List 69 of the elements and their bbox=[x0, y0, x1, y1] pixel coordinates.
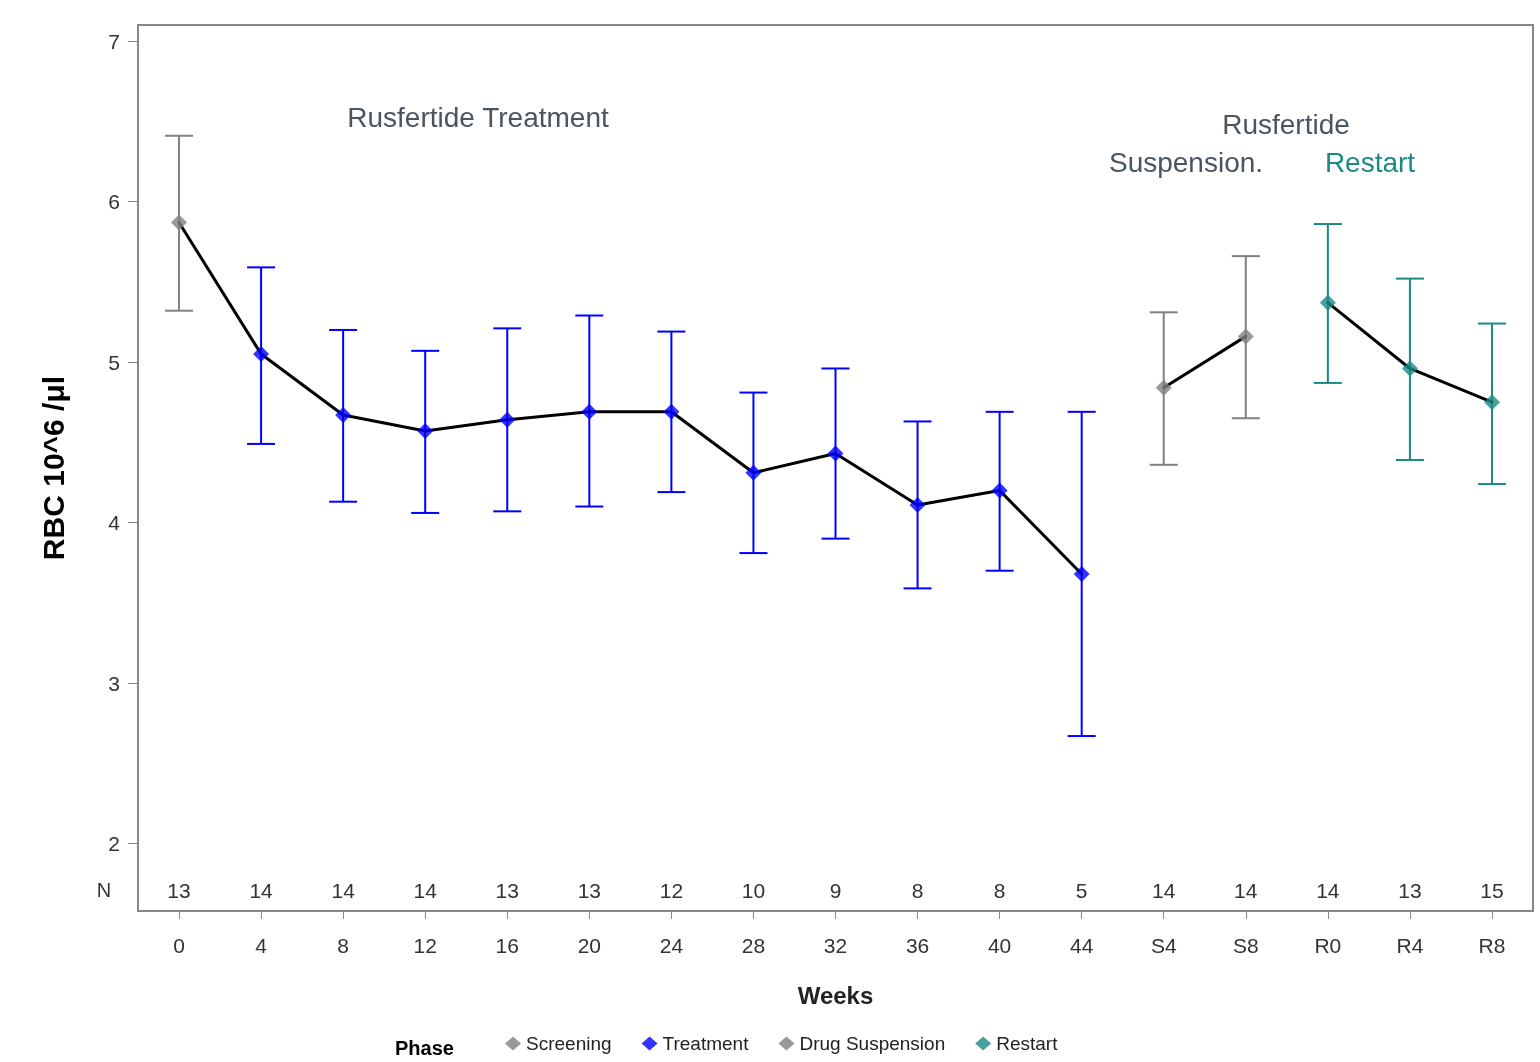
annotation: 13 bbox=[167, 878, 191, 902]
x-tick-label: S8 bbox=[1232, 934, 1259, 957]
annotation: 10 bbox=[741, 878, 766, 902]
annotation: 14 bbox=[413, 878, 438, 902]
x-tick-label: 8 bbox=[337, 934, 349, 957]
legend-title: Phase bbox=[395, 1037, 454, 1059]
point bbox=[499, 411, 516, 428]
point bbox=[991, 482, 1008, 499]
legend-label: Restart bbox=[996, 1033, 1059, 1054]
legend-label: Treatment bbox=[662, 1033, 750, 1054]
y-tick-label: 6 bbox=[108, 190, 120, 214]
x-tick-label: 0 bbox=[173, 934, 185, 957]
x-tick-label: 28 bbox=[741, 934, 766, 957]
x-tick-label: R0 bbox=[1314, 934, 1342, 957]
point bbox=[1483, 394, 1500, 411]
x-tick-label: 12 bbox=[413, 934, 437, 957]
annotation: 13 bbox=[577, 878, 601, 902]
annotation: 9 bbox=[829, 878, 842, 902]
point bbox=[581, 403, 598, 420]
annotation: Rusfertide Treatment bbox=[347, 101, 609, 133]
point bbox=[745, 464, 762, 481]
point bbox=[335, 407, 352, 424]
y-tick-label: 5 bbox=[108, 350, 120, 374]
x-tick-label: 40 bbox=[987, 934, 1012, 957]
annotation: 14 bbox=[331, 878, 356, 902]
annotation: 15 bbox=[1480, 878, 1504, 902]
annotation: 12 bbox=[659, 878, 684, 902]
x-tick-label: 20 bbox=[577, 934, 601, 957]
point bbox=[253, 346, 270, 363]
point bbox=[909, 496, 926, 513]
legend-label: Drug Suspension bbox=[799, 1033, 946, 1054]
y-tick-label: 3 bbox=[108, 671, 120, 695]
legend-label: Screening bbox=[526, 1033, 612, 1054]
annotation: Rusfertide bbox=[1222, 108, 1350, 140]
y-tick-label: 2 bbox=[108, 832, 120, 856]
point bbox=[1155, 379, 1172, 396]
annotation: 8 bbox=[993, 878, 1006, 902]
point bbox=[1401, 360, 1418, 377]
point bbox=[1319, 294, 1336, 311]
annotation: Restart bbox=[1324, 146, 1416, 178]
annotation: 14 bbox=[1316, 878, 1340, 902]
x-tick-label: 16 bbox=[495, 934, 519, 957]
point bbox=[171, 214, 188, 231]
x-tick-label: R4 bbox=[1396, 934, 1424, 957]
x-axis-title: Weeks bbox=[797, 981, 874, 1009]
annotation: 13 bbox=[1398, 878, 1422, 902]
y-axis-title: RBC 10^6 /μl bbox=[36, 375, 70, 561]
annotation: 14 bbox=[1234, 878, 1258, 902]
x-tick-label: 32 bbox=[823, 934, 848, 957]
point bbox=[663, 403, 680, 420]
text: N bbox=[96, 879, 112, 901]
x-tick-label: R8 bbox=[1478, 934, 1506, 957]
annotation: Suspension. bbox=[1108, 146, 1264, 178]
x-tick-label: 36 bbox=[905, 934, 930, 957]
annotation: 8 bbox=[911, 878, 924, 902]
annotation: 14 bbox=[1152, 878, 1176, 902]
annotation: 13 bbox=[495, 878, 519, 902]
y-tick-label: 4 bbox=[108, 511, 121, 535]
point bbox=[417, 423, 434, 440]
x-tick-label: 44 bbox=[1070, 934, 1094, 957]
point bbox=[1073, 565, 1090, 582]
x-tick-label: S4 bbox=[1150, 934, 1177, 957]
point bbox=[827, 445, 844, 462]
annotation: 14 bbox=[249, 878, 274, 902]
point bbox=[1237, 328, 1254, 345]
annotation: 5 bbox=[1075, 878, 1088, 902]
y-tick-label: 7 bbox=[108, 29, 120, 53]
x-tick-label: 4 bbox=[255, 934, 268, 957]
x-tick-label: 24 bbox=[659, 934, 684, 957]
